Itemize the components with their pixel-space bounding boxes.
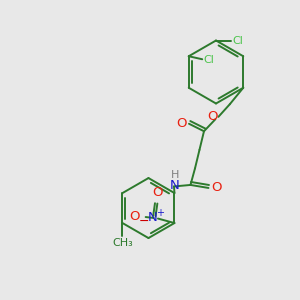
Text: CH₃: CH₃	[112, 238, 133, 248]
Text: O: O	[211, 182, 221, 194]
Text: Cl: Cl	[232, 35, 243, 46]
Text: O: O	[176, 117, 187, 130]
Text: +: +	[156, 208, 164, 218]
Text: N: N	[170, 179, 180, 192]
Text: H: H	[171, 170, 179, 180]
Text: N: N	[148, 212, 158, 224]
Text: −: −	[139, 215, 149, 228]
Text: O: O	[153, 186, 163, 199]
Text: Cl: Cl	[204, 55, 214, 65]
Text: O: O	[207, 110, 218, 123]
Text: O: O	[129, 210, 140, 223]
